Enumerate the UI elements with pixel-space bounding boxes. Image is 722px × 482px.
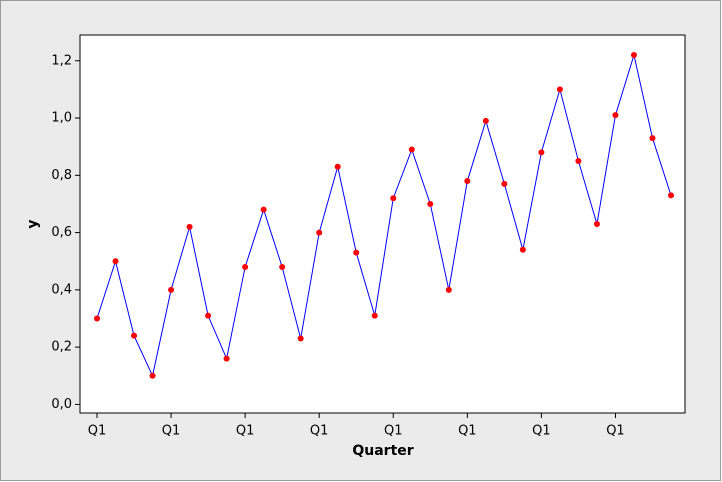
- point: [575, 158, 582, 164]
- point: [482, 117, 489, 124]
- point: [538, 149, 545, 156]
- y-tick-label: 0,4: [51, 282, 72, 297]
- point: [371, 312, 378, 319]
- point: [260, 206, 267, 213]
- y-tick-label: 0,6: [51, 225, 72, 240]
- point: [630, 52, 637, 59]
- point: [464, 178, 471, 185]
- point: [242, 263, 249, 270]
- point: [353, 249, 360, 256]
- x-tick-label: Q1: [532, 424, 551, 439]
- x-tick-label: Q1: [236, 424, 255, 439]
- point: [408, 146, 415, 153]
- point: [612, 112, 619, 119]
- point: [556, 86, 563, 93]
- y-tick-label: 0,2: [51, 340, 72, 355]
- point: [94, 315, 100, 322]
- point: [112, 258, 119, 265]
- x-tick-label: Q1: [458, 424, 477, 439]
- point: [668, 192, 674, 199]
- plot-area: [79, 34, 686, 414]
- point: [593, 221, 600, 227]
- y-axis-title: y: [25, 219, 41, 228]
- point: [279, 263, 286, 270]
- point: [649, 135, 656, 142]
- point: [445, 286, 452, 293]
- point: [519, 246, 526, 253]
- x-tick-label: Q1: [310, 424, 329, 439]
- y-tick-label: 1,0: [51, 111, 72, 126]
- line: [96, 53, 672, 378]
- x-tick-label: Q1: [162, 424, 181, 439]
- y-tick-label: 0,8: [51, 168, 72, 183]
- point: [501, 180, 508, 187]
- point: [131, 332, 138, 339]
- y-tick-label: 1,2: [51, 53, 72, 68]
- point: [316, 229, 323, 236]
- x-tick-label: Q1: [606, 424, 625, 439]
- point: [297, 335, 304, 342]
- point: [168, 286, 175, 293]
- point: [390, 195, 397, 202]
- point: [223, 355, 230, 362]
- x-tick-label: Q1: [88, 424, 107, 439]
- point: [186, 223, 193, 230]
- x-tick-label: Q1: [384, 424, 403, 439]
- point: [205, 312, 212, 319]
- y-tick-label: 0,0: [51, 397, 72, 412]
- point: [149, 372, 156, 379]
- point: [427, 200, 434, 207]
- point: [334, 163, 341, 170]
- x-axis-title: Quarter: [352, 443, 413, 459]
